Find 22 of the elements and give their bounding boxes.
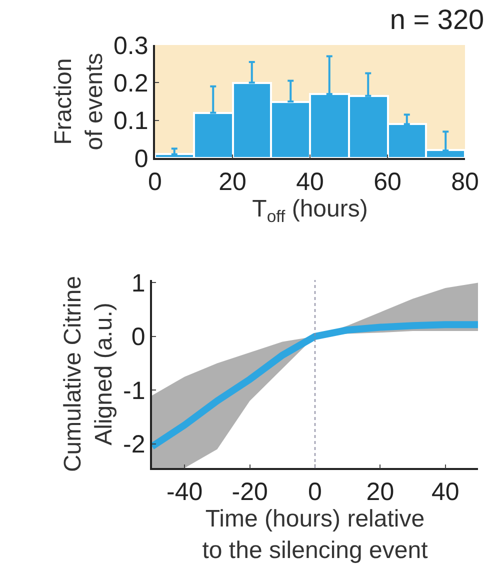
y-tick-label: 1	[131, 269, 146, 298]
x-tick-label: -40	[166, 478, 203, 506]
chart-title: n = 320	[390, 4, 484, 36]
y-tick-label: 0.1	[113, 107, 148, 136]
y-tick-label: 0	[134, 144, 148, 173]
y-tick-label: 0.3	[113, 32, 148, 60]
x-tick-label: 60	[374, 168, 402, 196]
x-tick-label: 40	[296, 168, 324, 196]
y-tick-label: -2	[123, 430, 146, 459]
x-tick-label: 20	[366, 478, 394, 506]
x-axis-title: Time (hours) relative to the silencing event	[202, 506, 428, 564]
x-tick-label: -20	[232, 478, 268, 506]
x-tick-label: 20	[218, 168, 246, 196]
y-tick-label: 0	[131, 323, 146, 352]
x-tick-label: 0	[308, 478, 322, 506]
x-tick-label: 80	[451, 168, 479, 196]
y-axis-title: Cumulative Citrine Aligned (a.u.)	[59, 276, 118, 472]
x-tick-label: 40	[431, 478, 460, 506]
y-axis-title: Fraction of events	[50, 52, 108, 150]
x-axis-title: T$_{off}$ (hours)	[252, 196, 368, 226]
y-tick-label: -1	[123, 376, 146, 405]
y-tick-label: 0.2	[113, 69, 148, 98]
